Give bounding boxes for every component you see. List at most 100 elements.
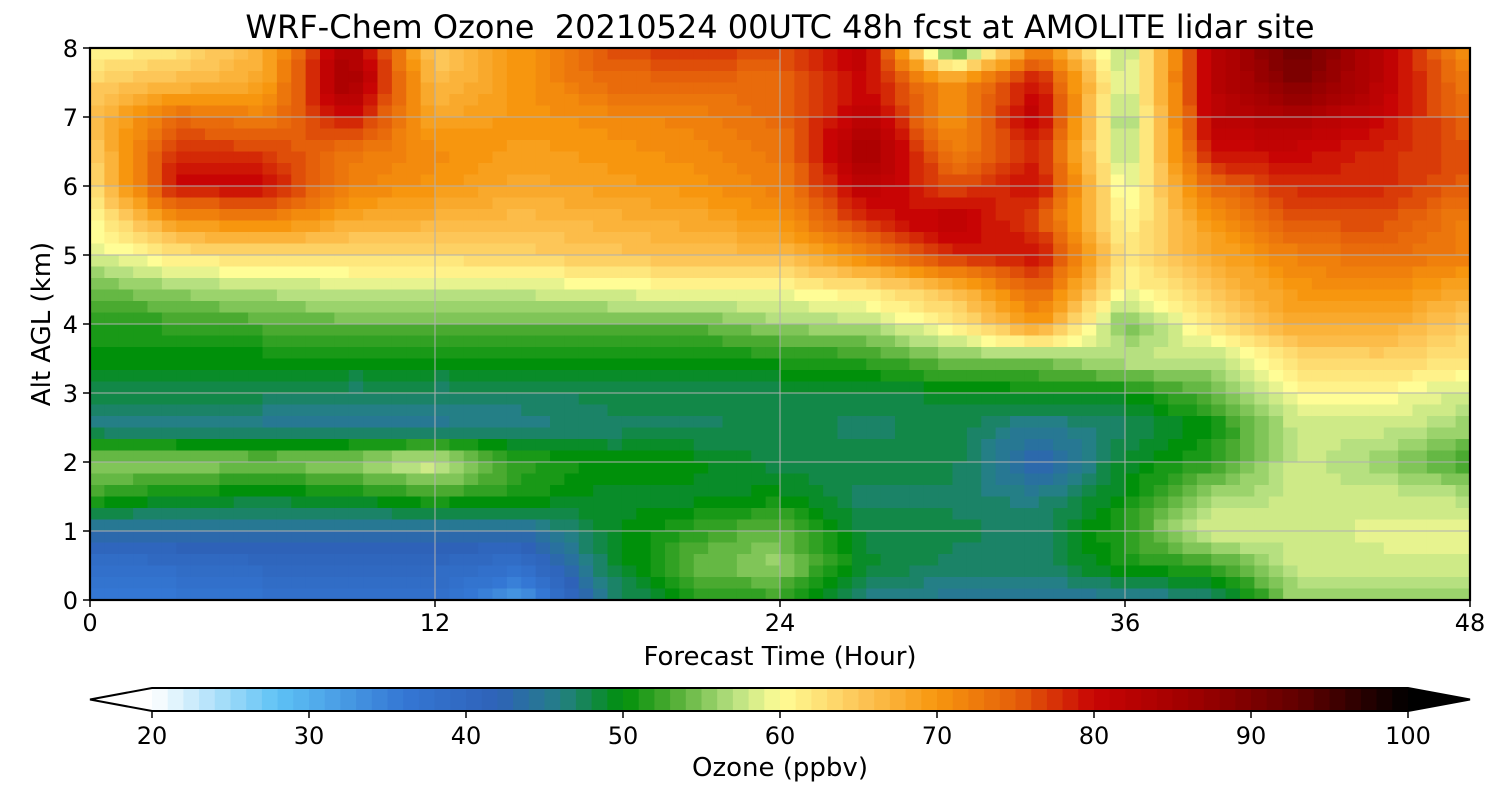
heatmap-cell: [794, 312, 810, 325]
heatmap-cell: [1196, 71, 1212, 84]
heatmap-cell: [966, 485, 982, 498]
heatmap-cell: [938, 174, 954, 187]
heatmap-cell: [262, 197, 278, 210]
x-tick-label: 48: [1455, 609, 1486, 637]
heatmap-cell: [1096, 473, 1112, 486]
heatmap-cell: [1268, 335, 1284, 348]
heatmap-cell: [981, 71, 997, 84]
heatmap-cell: [1455, 554, 1470, 567]
heatmap-cell: [190, 71, 206, 84]
heatmap-cell: [650, 519, 666, 532]
heatmap-cell: [305, 358, 321, 371]
heatmap-cell: [435, 508, 450, 521]
heatmap-cell: [1139, 48, 1155, 61]
heatmap-cell: [1441, 243, 1457, 256]
heatmap-cell: [1283, 105, 1299, 118]
heatmap-cell: [851, 266, 867, 279]
heatmap-cell: [478, 220, 494, 233]
heatmap-cell: [133, 289, 149, 302]
heatmap-cell: [1326, 462, 1342, 475]
heatmap-cell: [334, 105, 350, 118]
heatmap-cell: [1010, 278, 1025, 291]
heatmap-cell: [693, 278, 709, 291]
heatmap-cell: [1024, 174, 1040, 187]
heatmap-cell: [880, 151, 896, 164]
heatmap-cell: [621, 174, 637, 187]
heatmap-cell: [1053, 278, 1069, 291]
heatmap-cell: [650, 151, 666, 164]
heatmap-cell: [248, 358, 264, 371]
heatmap-cell: [176, 266, 192, 279]
heatmap-cell: [1326, 485, 1342, 498]
heatmap-cell: [1139, 450, 1155, 463]
heatmap-cell: [1225, 439, 1241, 452]
heatmap-cell: [780, 577, 795, 590]
heatmap-cell: [1412, 335, 1428, 348]
heatmap-cell: [722, 404, 738, 417]
heatmap-cell: [161, 404, 177, 417]
heatmap-cell: [147, 439, 163, 452]
heatmap-cell: [233, 232, 249, 245]
heatmap-cell: [1398, 278, 1414, 291]
heatmap-cell: [693, 324, 709, 337]
heatmap-cell: [1441, 542, 1457, 555]
heatmap-cell: [1383, 416, 1399, 429]
heatmap-cell: [248, 565, 264, 578]
heatmap-cell: [823, 48, 839, 61]
heatmap-cell: [1225, 278, 1241, 291]
heatmap-cell: [1038, 232, 1054, 245]
heatmap-cell: [837, 105, 853, 118]
heatmap-cell: [1311, 243, 1327, 256]
heatmap-cell: [593, 105, 609, 118]
heatmap-cell: [233, 59, 249, 72]
heatmap-cell: [966, 577, 982, 590]
heatmap-cell: [1297, 232, 1313, 245]
heatmap-cell: [391, 94, 407, 107]
heatmap-cell: [449, 278, 465, 291]
heatmap-cell: [909, 301, 925, 314]
heatmap-cell: [1240, 71, 1255, 84]
heatmap-cell: [923, 370, 939, 383]
heatmap-cell: [1369, 324, 1385, 337]
heatmap-cell: [420, 416, 436, 429]
heatmap-cell: [1426, 105, 1442, 118]
heatmap-cell: [478, 174, 494, 187]
heatmap-cell: [722, 140, 738, 153]
heatmap-cell: [909, 105, 925, 118]
heatmap-cell: [794, 186, 810, 199]
heatmap-cell: [147, 347, 163, 360]
heatmap-cell: [334, 542, 350, 555]
heatmap-cell: [1254, 301, 1270, 314]
heatmap-cell: [377, 105, 393, 118]
heatmap-cell: [176, 48, 192, 61]
heatmap-cell: [1225, 59, 1241, 72]
heatmap-cell: [1096, 105, 1112, 118]
colorbar-segment: [811, 688, 828, 711]
heatmap-cell: [650, 577, 666, 590]
heatmap-cell: [550, 278, 565, 291]
heatmap-cell: [363, 393, 379, 406]
heatmap-cell: [104, 565, 120, 578]
colorbar-segment: [638, 688, 655, 711]
heatmap-cell: [995, 496, 1011, 509]
heatmap-cell: [679, 485, 695, 498]
heatmap-cell: [550, 347, 565, 360]
heatmap-cell: [334, 462, 350, 475]
heatmap-cell: [1455, 105, 1470, 118]
colorbar-segment: [764, 688, 781, 711]
heatmap-cell: [348, 94, 364, 107]
heatmap-cell: [909, 439, 925, 452]
heatmap-cell: [1067, 554, 1083, 567]
heatmap-cell: [1383, 542, 1399, 555]
heatmap-cell: [938, 531, 954, 544]
heatmap-cell: [1283, 117, 1299, 130]
heatmap-cell: [1340, 519, 1356, 532]
heatmap-cell: [1369, 450, 1385, 463]
heatmap-cell: [665, 59, 680, 72]
heatmap-cell: [1355, 232, 1370, 245]
heatmap-cell: [1096, 370, 1112, 383]
heatmap-cell: [794, 94, 810, 107]
heatmap-cell: [765, 278, 781, 291]
heatmap-cell: [1254, 519, 1270, 532]
heatmap-cell: [981, 554, 997, 567]
